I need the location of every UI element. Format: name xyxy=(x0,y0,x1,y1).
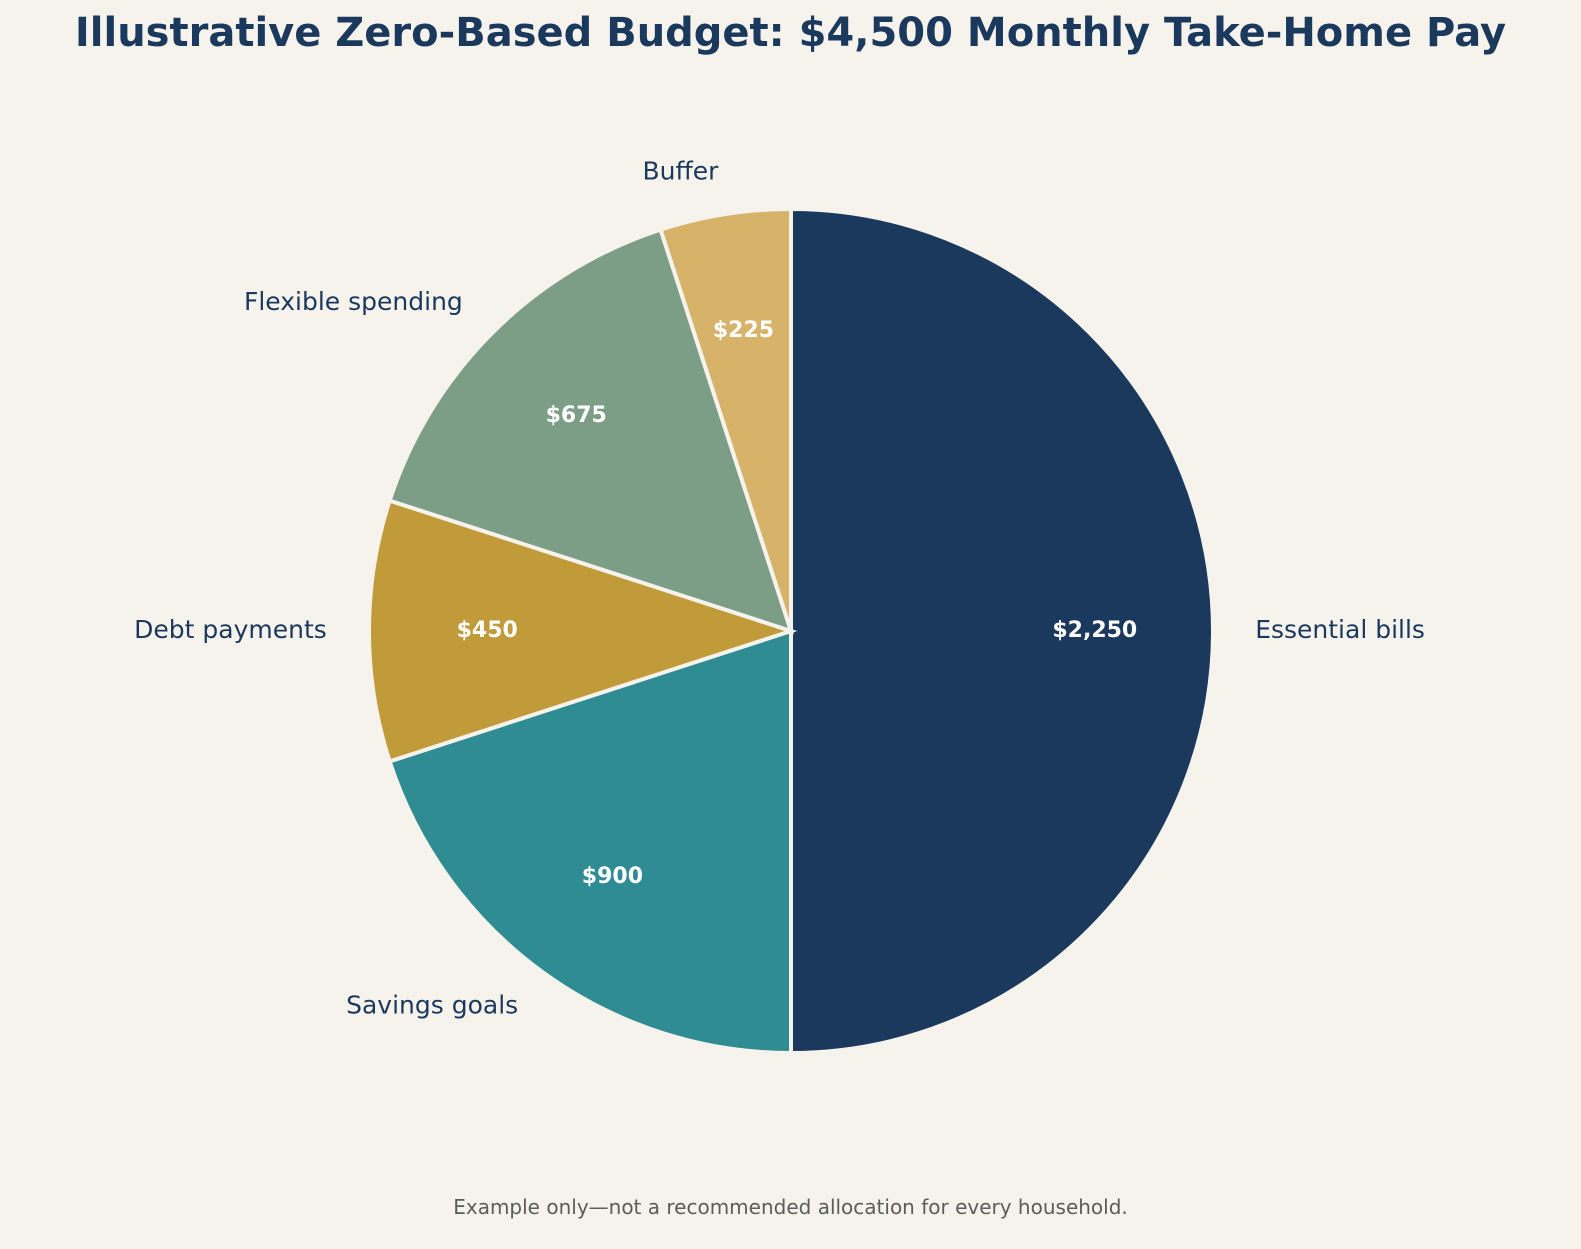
value-label-flexible-spending: $675 xyxy=(546,403,607,428)
pie-slice-buffer xyxy=(658,206,793,632)
value-label-debt-payments: $450 xyxy=(457,618,518,643)
slice-label-essential-bills: Essential bills xyxy=(1255,615,1425,644)
pie-labels: Essential bills $2,250 Savings goals $900 De… xyxy=(134,157,1425,1020)
value-label-buffer: $225 xyxy=(713,318,774,343)
slice-label-debt-payments: Debt payments xyxy=(134,615,327,644)
pie-slice-flexible-spending xyxy=(387,227,795,635)
pie-slice-essential-bills xyxy=(789,206,1215,1056)
chart-footnote: Example only—not a recommended allocatio… xyxy=(453,1195,1128,1219)
slice-label-savings-goals: Savings goals xyxy=(346,991,518,1020)
pie-slice-savings-goals xyxy=(387,628,793,1056)
pie-slice-debt-payments xyxy=(366,498,798,764)
chart-title: Illustrative Zero-Based Budget: $4,500 M… xyxy=(74,10,1507,56)
pie-slices xyxy=(366,206,1215,1056)
value-label-essential-bills: $2,250 xyxy=(1052,618,1137,643)
slice-label-flexible-spending: Flexible spending xyxy=(244,287,463,316)
value-label-savings-goals: $900 xyxy=(582,864,643,889)
slice-label-buffer: Buffer xyxy=(643,157,720,186)
